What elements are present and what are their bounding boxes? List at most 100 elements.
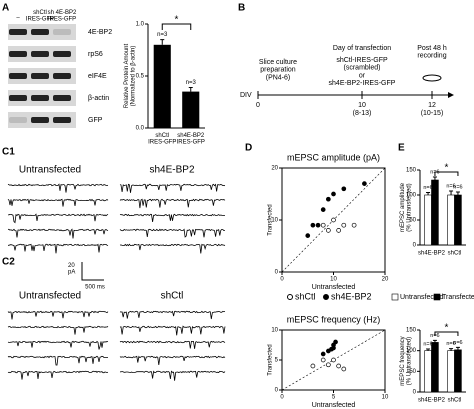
trace	[119, 213, 225, 222]
trace	[7, 183, 109, 193]
significance-bracket	[434, 171, 459, 176]
error-bar	[160, 39, 165, 45]
x-tick-label: sh4E-BP2	[418, 251, 446, 257]
trace	[7, 198, 109, 207]
legend-swatch	[391, 293, 399, 301]
timeline-day: 10	[358, 102, 366, 109]
x-tick-label: shCtl	[448, 398, 462, 404]
error-bar	[432, 176, 437, 180]
lane-label: shCtl IRES-GFP	[26, 10, 54, 23]
dish-icon	[422, 74, 442, 82]
n-label: n=6	[423, 341, 432, 347]
trace-title: Untransfected	[19, 291, 81, 302]
legend-label: Untransfected	[400, 294, 444, 301]
error-bar	[426, 348, 431, 351]
x-tick-label: 10	[382, 395, 389, 401]
bar	[454, 194, 462, 246]
y-tick-label: 0	[413, 243, 417, 249]
trace-title: sh4E-BP2	[149, 165, 194, 176]
x-tick-label: 5	[332, 395, 336, 401]
trace	[7, 310, 109, 320]
point	[331, 357, 336, 363]
significance-bracket	[161, 23, 192, 30]
n-label: n=3	[157, 32, 168, 38]
chart-title: mEPSC amplitude (pA)	[287, 152, 380, 162]
point	[320, 357, 326, 363]
y-tick-label: 0	[413, 390, 417, 396]
legend-label: shCtl	[295, 291, 316, 301]
band-label: β-actin	[88, 95, 109, 102]
n-label: n=6	[446, 341, 455, 347]
panel-label: C2	[2, 257, 15, 268]
trace	[7, 370, 109, 380]
legend-marker	[323, 294, 329, 300]
y-tick-label: 1.0	[136, 22, 145, 28]
timeline-event: Slice culture preparation (PN4-6)	[259, 59, 297, 81]
blot-band	[53, 117, 71, 123]
blot-band	[9, 51, 27, 57]
trace	[8, 243, 109, 254]
panel-label: B	[238, 3, 245, 14]
n-label: n=6	[423, 185, 432, 191]
error-bar	[449, 190, 454, 195]
timeline-event: Post 48 h recording	[417, 45, 447, 60]
timeline-detail: shCtl-IRES-GFP (scrambled) or sh4E-BP2-IRES…	[329, 57, 396, 87]
bar	[424, 194, 432, 246]
blot-band	[31, 73, 49, 79]
trace-title: shCtl	[161, 291, 184, 302]
y-tick-label: 50	[409, 218, 416, 224]
trace	[7, 213, 109, 224]
point	[341, 222, 347, 228]
y-tick-label: 5	[275, 358, 279, 364]
blot-band	[31, 29, 49, 35]
trace	[119, 370, 226, 381]
bar	[424, 350, 432, 393]
point	[333, 339, 338, 345]
legend-swatch	[433, 293, 441, 301]
bar	[454, 349, 462, 393]
band-label: eIF4E	[88, 73, 107, 80]
y-tick-label: 100	[406, 193, 417, 199]
blot-band	[31, 95, 49, 101]
legend-marker	[287, 294, 293, 300]
error-bar	[449, 348, 454, 351]
bar	[431, 179, 439, 246]
y-axis-label: Transfected	[268, 204, 274, 235]
trace	[7, 325, 109, 335]
annotation: *	[444, 323, 448, 334]
trace	[119, 310, 226, 320]
band-label: 4E-BP2	[88, 29, 112, 36]
point	[351, 222, 357, 228]
y-tick-label: 0.5	[136, 74, 145, 80]
point	[315, 222, 321, 228]
bar	[447, 194, 455, 246]
n-label: n=3	[186, 80, 197, 86]
point	[341, 186, 347, 192]
significance-bracket	[434, 331, 459, 336]
y-axis-label: Transfected	[268, 344, 274, 375]
x-tick-label: 10	[330, 277, 337, 283]
trace	[7, 228, 109, 239]
point	[320, 222, 326, 228]
y-tick-label: 10	[271, 328, 278, 334]
point	[320, 351, 326, 357]
blot-band	[53, 29, 71, 35]
lane-label: sh 4E-BP2 IRES-GFP	[48, 10, 77, 23]
blot-band	[31, 51, 49, 57]
timeline-label: DIV	[240, 92, 252, 99]
error-bar	[455, 191, 460, 195]
y-tick-label: 100	[406, 348, 417, 354]
error-bar	[426, 192, 431, 195]
error-bar	[455, 346, 460, 350]
y-axis-label: mEPSC frequency(% Untransfected)	[400, 336, 413, 385]
point	[331, 191, 336, 197]
lane-label: –	[16, 16, 20, 22]
timeline-arrow	[448, 92, 454, 98]
x-tick-label: 20	[382, 277, 389, 283]
y-tick-label: 0	[275, 270, 279, 276]
timeline-day: 0	[256, 102, 260, 109]
trace	[7, 355, 109, 366]
blot-band	[53, 51, 71, 57]
